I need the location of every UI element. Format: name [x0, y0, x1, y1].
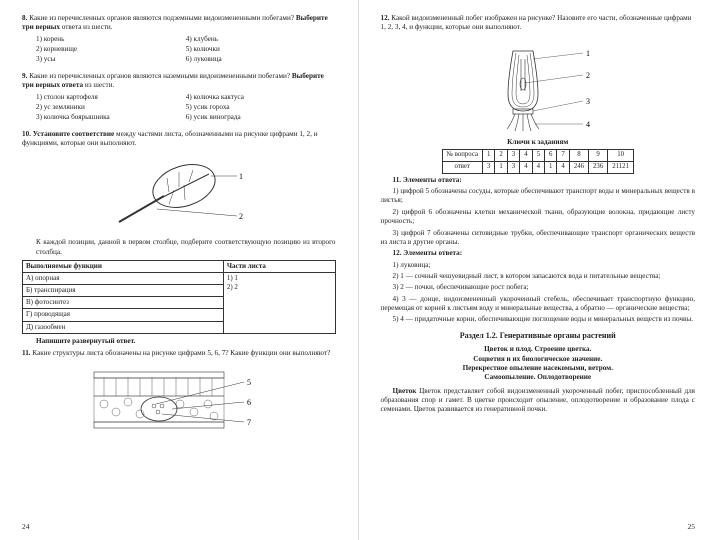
- qtext: Какие из перечисленных органов являются …: [22, 72, 324, 89]
- svg-text:3: 3: [586, 97, 590, 106]
- body-text: Цветок Цветок представляет собой видоизм…: [381, 387, 696, 415]
- subsection: Цветок и плод. Строение цветка. Соцветия…: [381, 345, 696, 382]
- svg-text:5: 5: [247, 378, 251, 387]
- optcol: 1) столон картофеля 2) ус земляники 3) к…: [36, 93, 186, 124]
- qnum: 9.: [22, 72, 27, 80]
- table-caption: К каждой позиции, данной в первом столбц…: [22, 238, 336, 257]
- svg-text:1: 1: [586, 49, 590, 58]
- match-table: Выполняемые функцииЧасти листа А) опорна…: [22, 260, 336, 334]
- optcol: 4) колючка кактуса 5) усик гороха 6) уси…: [186, 93, 336, 124]
- bulb-figure: 1 2 3 4: [381, 39, 696, 134]
- label-2: 2: [239, 212, 243, 221]
- qtext: Какие из перечисленных органов являются …: [22, 14, 328, 31]
- key-title: Ключи к заданиям: [381, 138, 696, 147]
- question-9: 9. Какие из перечисленных органов являют…: [22, 72, 336, 124]
- svg-text:7: 7: [247, 418, 251, 427]
- qnum: 8.: [22, 14, 27, 22]
- svg-text:6: 6: [247, 398, 251, 407]
- label-1: 1: [239, 172, 243, 181]
- leaf-figure: 1 2: [22, 154, 336, 234]
- a12-title: 12. Элементы ответа:: [381, 249, 696, 258]
- page-number: 24: [22, 522, 30, 532]
- cross-section-figure: 5 6 7: [22, 364, 336, 449]
- question-8: 8. Какие из перечисленных органов являют…: [22, 14, 336, 66]
- svg-text:4: 4: [586, 120, 590, 129]
- a11-title: 11. Элементы ответа:: [381, 176, 696, 185]
- answer-key-table: № вопроса12345678910 ответ31344142462362…: [442, 149, 634, 174]
- page-right: 12. Какой видоизмененный побег изображен…: [359, 0, 717, 540]
- options: 1) корень 2) корневище 3) усы 4) клубень…: [22, 35, 336, 66]
- options: 1) столон картофеля 2) ус земляники 3) к…: [22, 93, 336, 124]
- question-10: 10. Установите соответствие между частям…: [22, 130, 336, 149]
- question-11: 11. Какие структуры листа обозначены на …: [22, 349, 336, 358]
- svg-text:2: 2: [586, 71, 590, 80]
- optcol: 4) клубень 5) колючки 6) луковица: [186, 35, 336, 66]
- page-number: 25: [688, 522, 696, 532]
- question-12: 12. Какой видоизмененный побег изображен…: [381, 14, 696, 33]
- optcol: 1) корень 2) корневище 3) усы: [36, 35, 186, 66]
- page-left: 8. Какие из перечисленных органов являют…: [0, 0, 359, 540]
- q11-pre: Напишите развернутый ответ.: [22, 337, 336, 346]
- qnum: 10.: [22, 130, 31, 138]
- section-title: Раздел 1.2. Генеративные органы растений: [381, 331, 696, 341]
- qtext: Установите соответствие между частями ли…: [22, 130, 318, 147]
